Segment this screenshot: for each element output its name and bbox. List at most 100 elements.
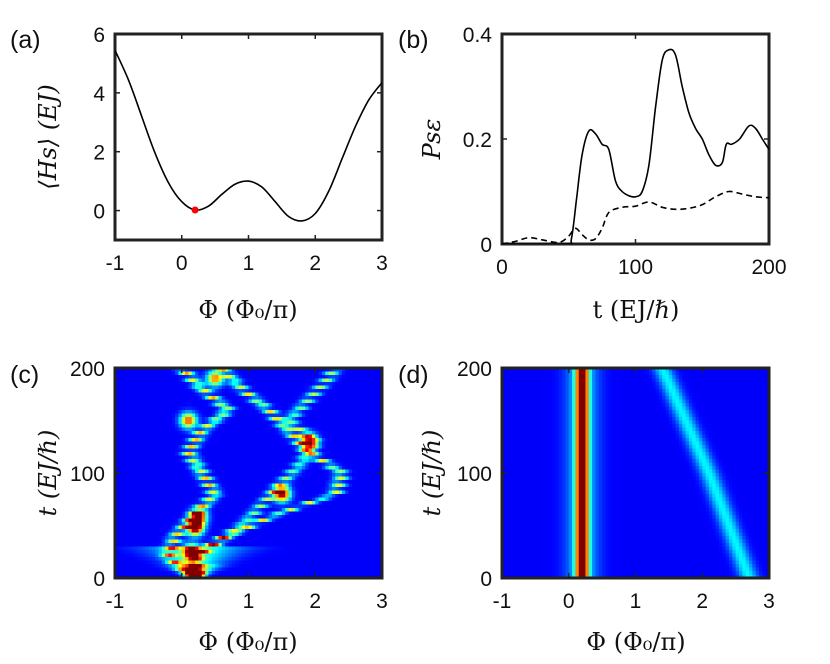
panel-c-heat-cell: [121, 424, 126, 429]
panel-c-heat-cell: [221, 448, 226, 453]
panel-c-heat-cell: [241, 518, 246, 523]
panel-c-heat-cell: [255, 557, 260, 562]
panel-c-heat-cell: [308, 543, 313, 548]
panel-c-heat-cell: [341, 497, 346, 502]
panel-c-heat-cell: [251, 504, 256, 509]
panel-c-heat-cell: [161, 417, 166, 422]
panel-c-heat-cell: [341, 476, 346, 481]
panel-c-xtick-label: 2: [309, 590, 321, 613]
panel-c-heat-cell: [325, 438, 330, 443]
panel-c-heat-cell: [195, 511, 200, 516]
panel-c-heat-cell: [305, 434, 310, 439]
panel-c-heat-cell: [365, 553, 370, 558]
panel-c-heat-cell: [188, 438, 193, 443]
panel-c-heat-cell: [145, 466, 149, 471]
panel-c-heat-cell: [125, 378, 129, 383]
panel-c-heat-cell: [298, 452, 303, 457]
panel-c-heat-cell: [275, 553, 280, 558]
panel-c-heat-cell: [268, 480, 273, 485]
panel-c-heat-cell: [145, 410, 149, 415]
panel-d-heat-cell: [508, 368, 513, 373]
panel-c-heat-cell: [281, 504, 286, 509]
panel-c-heat-cell: [311, 375, 316, 380]
panel-c-heat-cell: [175, 389, 180, 394]
panel-c-heat-cell: [211, 564, 216, 569]
panel-c-heat-cell: [155, 403, 159, 408]
panel-c-heat-cell: [215, 501, 220, 506]
panel-c-heat-cell: [238, 375, 243, 380]
panel-c-heat-cell: [158, 508, 163, 513]
panel-c-heat-cell: [138, 413, 143, 418]
panel-c-heat-cell: [358, 487, 363, 492]
panel-c-heat-cell: [318, 511, 323, 516]
panel-c-heat-cell: [251, 452, 256, 457]
panel-c-heat-cell: [221, 504, 226, 509]
panel-c-heat-cell: [368, 462, 373, 467]
panel-c-heat-cell: [261, 445, 266, 450]
panel-c-heat-cell: [248, 455, 253, 460]
panel-c-heat-cell: [331, 564, 336, 569]
panel-c-heat-cell: [288, 434, 293, 439]
panel-c-heat-cell: [345, 448, 350, 453]
panel-c-heat-cell: [211, 560, 216, 565]
panel-c-heat-cell: [198, 424, 203, 429]
panel-c-heat-cell: [258, 469, 263, 474]
panel-c-heat-cell: [128, 448, 133, 453]
panel-c-heat-cell: [185, 399, 190, 404]
panel-c-heat-cell: [285, 567, 290, 572]
panel-c-heat-cell: [218, 550, 223, 555]
panel-c-heat-cell: [221, 469, 226, 474]
panel-c-heat-cell: [228, 413, 233, 418]
panel-c-heat-cell: [195, 389, 200, 394]
panel-c-heat-cell: [355, 399, 360, 404]
panel-c-heat-cell: [158, 483, 163, 488]
panel-c-heat-cell: [138, 424, 143, 429]
panel-c-heat-cell: [305, 469, 310, 474]
panel-c-heat-cell: [258, 504, 263, 509]
panel-c-heat-cell: [191, 476, 196, 481]
panel-c-heat-cell: [351, 469, 356, 474]
panel-c-heat-cell: [221, 392, 226, 397]
panel-c-heat-cell: [145, 497, 149, 502]
panel-c-heat-cell: [358, 473, 363, 478]
panel-c-heat-cell: [248, 452, 253, 457]
panel-c-heat-cell: [325, 406, 330, 411]
panel-c-heat-cell: [311, 483, 316, 488]
panel-c-heat-cell: [275, 511, 280, 516]
panel-c-heat-cell: [308, 529, 313, 534]
panel-c-heat-cell: [148, 483, 153, 488]
panel-c-heat-cell: [161, 525, 166, 530]
panel-c-heat-cell: [298, 434, 303, 439]
panel-c-heat-cell: [195, 529, 200, 534]
panel-c-heat-cell: [315, 483, 320, 488]
panel-c-heat-cell: [335, 494, 340, 499]
panel-c-heat-cell: [171, 368, 176, 373]
panel-c-heat-cell: [318, 476, 323, 481]
panel-c-heat-cell: [235, 557, 240, 562]
panel-c-heat-cell: [228, 557, 233, 562]
panel-c-heat-cell: [238, 539, 243, 544]
panel-d-heat-cell: [512, 368, 516, 373]
panel-c-heat-cell: [205, 410, 210, 415]
panel-c-heat-cell: [198, 543, 203, 548]
panel-c-heat-cell: [145, 392, 149, 397]
panel-c-heat-cell: [281, 413, 286, 418]
panel-c-heat-cell: [285, 564, 290, 569]
panel-c-heat-cell: [335, 473, 340, 478]
panel-c-heat-cell: [275, 473, 280, 478]
panel-c-heat-cell: [125, 434, 129, 439]
panel-c-heat-cell: [325, 501, 330, 506]
panel-c-heat-cell: [325, 518, 330, 523]
panel-c-heat-cell: [348, 490, 353, 495]
panel-c-heat-cell: [175, 448, 180, 453]
panel-c-heat-cell: [155, 564, 159, 569]
panel-c-heat-cell: [175, 557, 180, 562]
panel-c-heat-cell: [195, 480, 200, 485]
panel-c-heat-cell: [341, 389, 346, 394]
panel-c-heat-cell: [348, 504, 353, 509]
panel-c-heat-cell: [351, 501, 356, 506]
panel-c-heat-cell: [178, 378, 183, 383]
panel-c-heat-cell: [245, 550, 250, 555]
panel-c-heat-cell: [255, 518, 260, 523]
panel-c-heat-cell: [198, 385, 203, 390]
